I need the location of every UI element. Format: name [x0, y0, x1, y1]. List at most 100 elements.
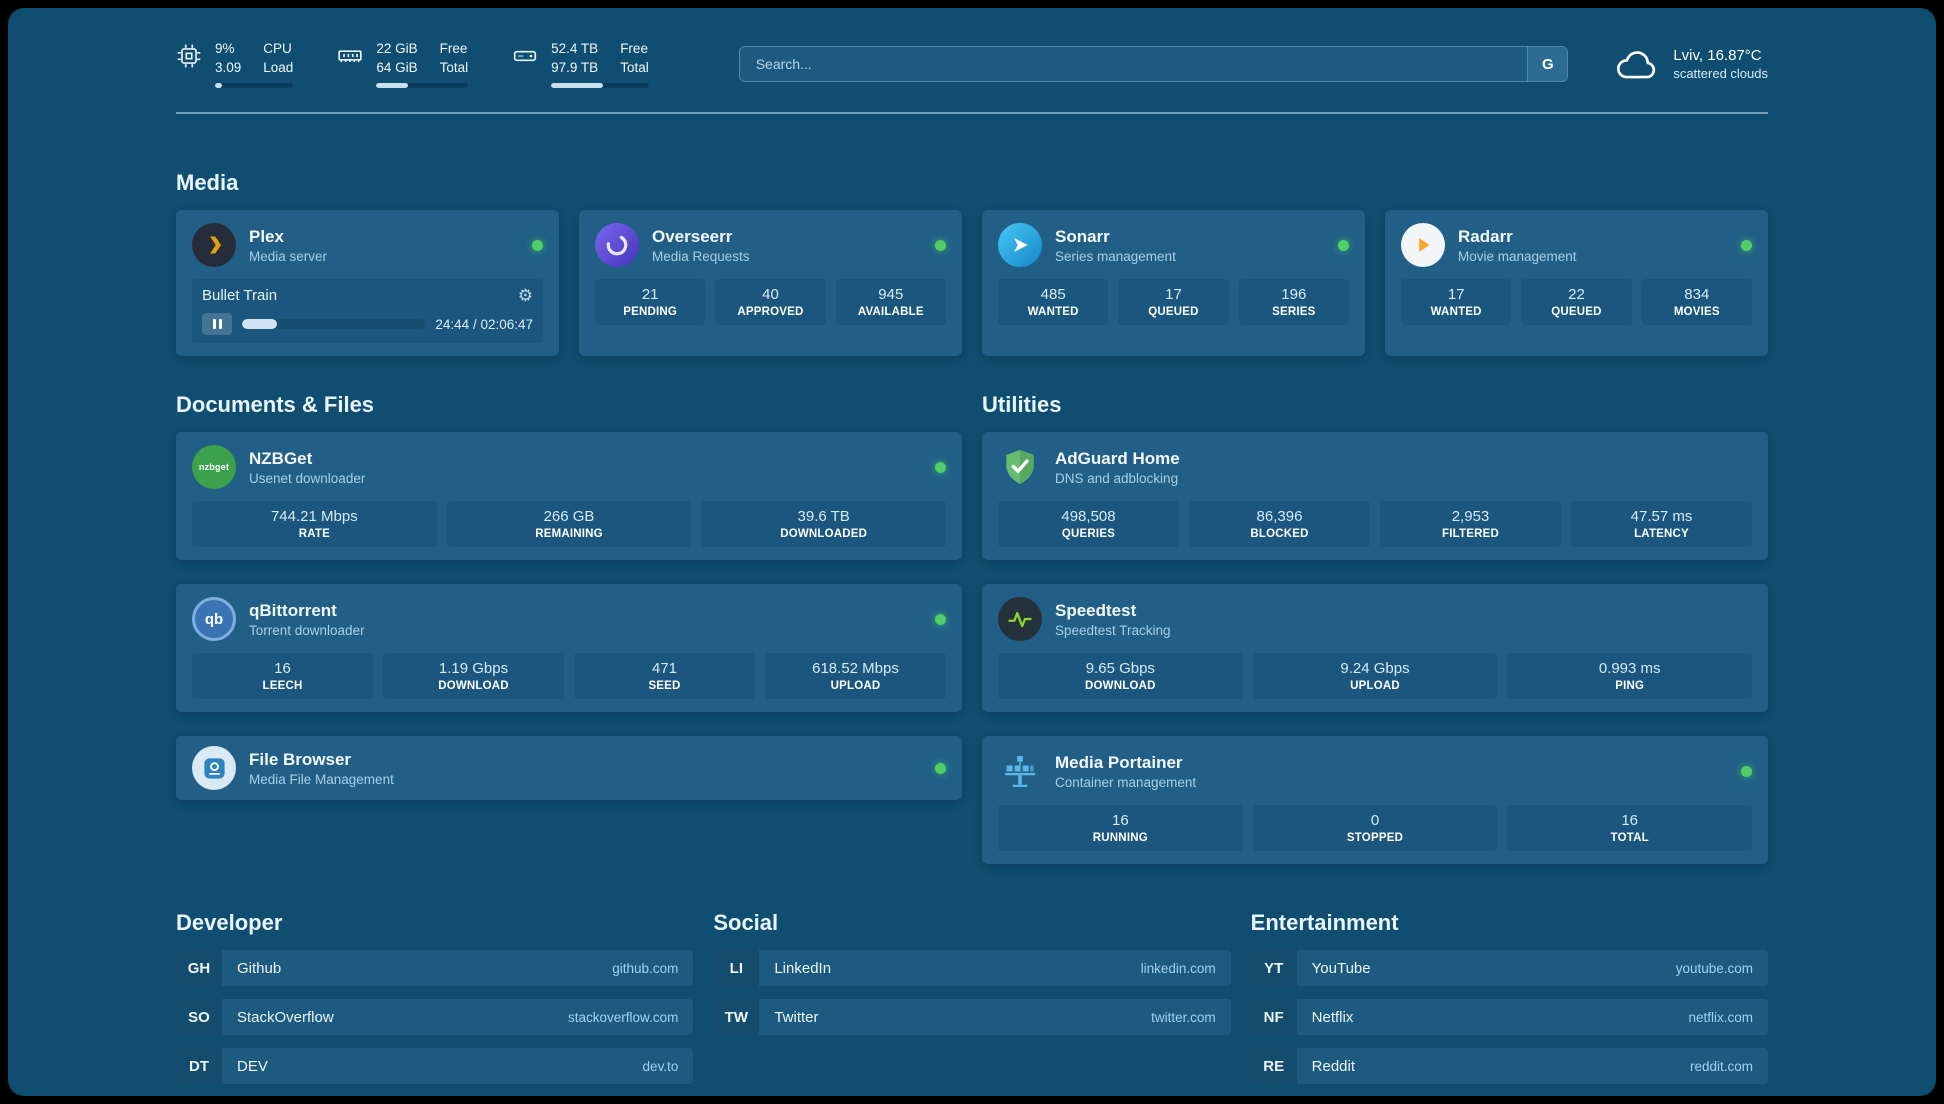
memory-widget: 22 GiB Free 64 GiB Total: [337, 40, 469, 89]
disk-free-label: Free: [620, 41, 648, 56]
settings-icon[interactable]: ⚙: [517, 286, 533, 306]
portainer-icon: [998, 749, 1042, 793]
stat-blocked: 86,396 BLOCKED: [1189, 501, 1370, 548]
header-divider: [176, 112, 1768, 115]
stat-label: PENDING: [623, 306, 678, 319]
stat-label: DOWNLOAD: [1085, 680, 1156, 693]
stat-value: 9.65 Gbps: [1085, 660, 1155, 678]
bookmark-netflix[interactable]: NF Netflix netflix.com: [1250, 999, 1768, 1036]
app-name: Media Portainer: [1055, 752, 1183, 772]
search-engine-button[interactable]: G: [1527, 47, 1568, 82]
stat-pending: 21 PENDING: [595, 279, 706, 326]
section-title-media: Media: [176, 170, 239, 196]
app-subtitle: Movie management: [1458, 249, 1577, 265]
stat-leech: 16 LEECH: [192, 653, 373, 700]
app-meta: Media Portainer Container management: [1055, 753, 1196, 790]
app-subtitle: Speedtest Tracking: [1055, 623, 1171, 639]
search-input[interactable]: [738, 46, 1569, 83]
stat-label: AVAILABLE: [857, 306, 924, 319]
stat-value: 22: [1568, 286, 1585, 304]
filebrowser-card[interactable]: File Browser Media File Management: [176, 736, 962, 801]
status-dot: [935, 762, 946, 774]
stat-value: 16: [1111, 812, 1129, 830]
app-meta: Sonarr Series management: [1055, 227, 1176, 264]
weather-condition: scattered clouds: [1673, 66, 1768, 82]
bookmark-name: DEV: [237, 1057, 268, 1075]
bookmark-url: netflix.com: [1688, 1009, 1753, 1025]
nzbget-card[interactable]: nzbget NZBGet Usenet downloader 744.21 M…: [176, 432, 962, 561]
cloud-icon: [1614, 47, 1660, 81]
stat-label: BLOCKED: [1250, 528, 1309, 541]
stat-value: 945: [878, 286, 904, 304]
cpu-usage-value: 9%: [215, 41, 235, 56]
memory-icon: [337, 43, 363, 69]
stat-label: APPROVED: [737, 306, 804, 319]
stat-value: 485: [1040, 286, 1066, 304]
bookmark-abbr: LI: [713, 950, 760, 987]
bookmark-reddit[interactable]: RE Reddit reddit.com: [1250, 1048, 1768, 1085]
app-meta: Radarr Movie management: [1458, 227, 1577, 264]
bookmark-abbr: SO: [176, 999, 222, 1036]
bookmark-url: reddit.com: [1689, 1058, 1753, 1074]
memory-free-value: 22 GiB: [376, 41, 418, 56]
stat-value: 498,508: [1061, 508, 1116, 526]
weather-location: Lviv, 16.87°C: [1673, 47, 1762, 65]
memory-usage-bar: [376, 83, 469, 89]
stat-wanted: 17 WANTED: [1401, 279, 1512, 326]
bookmark-abbr: TW: [713, 999, 760, 1036]
overseerr-card[interactable]: Overseerr Media Requests 21 PENDING 40 A…: [579, 210, 962, 357]
bookmark-github[interactable]: GH Github github.com: [176, 950, 694, 987]
stat-value: 17: [1447, 286, 1465, 304]
memory-total-label: Total: [439, 60, 469, 76]
bookmark-stackoverflow[interactable]: SO StackOverflow stackoverflow.com: [176, 999, 694, 1036]
stat-value: 39.6 TB: [797, 508, 850, 526]
stat-running: 16 RUNNING: [998, 805, 1243, 852]
stat-filtered: 2,953 FILTERED: [1380, 501, 1561, 548]
plex-card[interactable]: Plex Media server Bullet Train ⚙ 24:44 /…: [176, 210, 559, 357]
speedtest-card[interactable]: Speedtest Speedtest Tracking 9.65 Gbps D…: [982, 584, 1768, 713]
portainer-card[interactable]: Media Portainer Container management 16 …: [982, 736, 1768, 865]
app-name: qBittorrent: [249, 600, 337, 620]
bookmarks-developer: Developer GH Github github.com SO StackO…: [176, 910, 694, 1096]
stat-upload: 9.24 Gbps UPLOAD: [1252, 653, 1498, 700]
radarr-card[interactable]: Radarr Movie management 17 WANTED 22 QUE…: [1385, 210, 1768, 357]
documents-column: Documents & Files nzbget NZBGet Usenet d…: [176, 392, 962, 801]
app-subtitle: Container management: [1055, 775, 1197, 791]
stat-value: 21: [641, 286, 659, 304]
stat-label: LEECH: [262, 680, 303, 693]
section-title-documents: Documents & Files: [176, 392, 375, 418]
bookmark-twitter[interactable]: TW Twitter twitter.com: [713, 999, 1231, 1036]
bookmark-linkedin[interactable]: LI LinkedIn linkedin.com: [713, 950, 1231, 987]
bookmarks-social: Social LI LinkedIn linkedin.com TW Twitt…: [713, 910, 1231, 1096]
adguard-card[interactable]: AdGuard Home DNS and adblocking 498,508 …: [982, 432, 1768, 561]
stat-approved: 40 APPROVED: [715, 279, 826, 326]
weather-widget: Lviv, 16.87°C scattered clouds: [1614, 47, 1768, 81]
sonarr-icon: [998, 223, 1042, 268]
memory-free-label: Free: [439, 41, 468, 56]
stat-value: 47.57 ms: [1630, 508, 1693, 526]
pause-button[interactable]: [202, 313, 232, 336]
status-dot: [1741, 765, 1752, 777]
stat-value: 2,953: [1451, 508, 1490, 526]
bookmark-abbr: DT: [176, 1048, 222, 1085]
now-playing-panel: Bullet Train ⚙ 24:44 / 02:06:47: [192, 279, 543, 344]
disk-total-value: 97.9 TB: [551, 60, 599, 76]
bookmark-name: Reddit: [1311, 1057, 1356, 1075]
sonarr-card[interactable]: Sonarr Series management 485 WANTED 17 Q…: [982, 210, 1365, 357]
bookmark-url: twitter.com: [1151, 1009, 1216, 1025]
app-subtitle: Series management: [1055, 249, 1176, 265]
qbittorrent-card[interactable]: qb qBittorrent Torrent downloader 16 LEE…: [176, 584, 962, 713]
stat-label: FILTERED: [1442, 528, 1499, 541]
cpu-icon: [176, 43, 202, 69]
stat-value: 40: [762, 286, 779, 304]
status-dot: [935, 239, 946, 251]
bookmark-dev[interactable]: DT DEV dev.to: [176, 1048, 694, 1085]
memory-total-value: 64 GiB: [376, 60, 418, 76]
plex-icon: [192, 223, 236, 268]
bookmark-name: Netflix: [1311, 1008, 1354, 1026]
bookmark-youtube[interactable]: YT YouTube youtube.com: [1250, 950, 1768, 987]
cpu-widget: 9% CPU 3.09 Load: [176, 40, 294, 89]
qbittorrent-icon: qb: [192, 597, 236, 642]
stat-download: 1.19 Gbps DOWNLOAD: [383, 653, 564, 700]
playback-progress-bar[interactable]: [242, 319, 426, 330]
